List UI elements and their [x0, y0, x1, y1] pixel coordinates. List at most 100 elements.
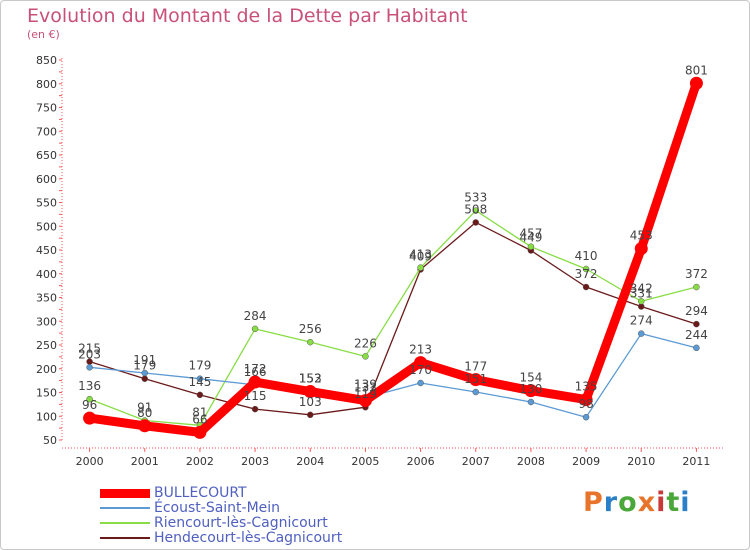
data-label: 151 — [464, 372, 487, 386]
series-line — [85, 78, 701, 437]
y-tick-label: 400 — [36, 268, 57, 281]
data-point — [582, 413, 590, 421]
data-point — [582, 283, 590, 291]
data-point — [638, 330, 645, 337]
x-tick-label: 2001 — [131, 455, 159, 468]
y-tick-label: 600 — [36, 173, 57, 186]
data-point — [141, 369, 148, 377]
logo-letter: i — [680, 487, 691, 518]
data-label: 133 — [354, 381, 377, 395]
data-label: 244 — [685, 328, 708, 342]
data-label: 457 — [519, 227, 542, 241]
data-label: 145 — [188, 375, 211, 389]
x-tick-label: 2005 — [351, 455, 379, 468]
data-point — [693, 344, 700, 352]
y-tick-label: 550 — [36, 197, 57, 210]
data-point — [251, 325, 259, 333]
y-tick-label: 300 — [36, 315, 57, 328]
y-tick-label: 850 — [36, 54, 57, 67]
data-label: 130 — [519, 382, 542, 396]
data-label: 191 — [133, 353, 156, 367]
data-point — [417, 379, 424, 387]
data-point — [251, 405, 259, 413]
data-label: 179 — [133, 359, 156, 373]
series-line — [88, 209, 698, 426]
data-label: 136 — [78, 379, 101, 393]
y-tick-label: 150 — [36, 387, 57, 400]
data-point — [472, 219, 479, 226]
y-tick-label: 100 — [36, 410, 57, 423]
logo-letter: o — [618, 487, 638, 518]
y-tick-label: 700 — [36, 125, 57, 138]
data-label: 342 — [630, 281, 653, 295]
legend-swatch — [100, 507, 150, 509]
logo-letter: r — [603, 487, 619, 518]
data-point — [579, 393, 593, 407]
data-point — [634, 242, 648, 256]
y-tick-label: 750 — [36, 102, 57, 115]
y-tick-label: 350 — [36, 292, 57, 305]
data-point — [86, 395, 93, 403]
data-point — [307, 338, 314, 346]
data-label: 413 — [409, 248, 432, 262]
data-label: 66 — [192, 412, 207, 426]
x-tick-label: 2003 — [241, 455, 269, 468]
data-point — [303, 385, 317, 399]
y-tick-label: 500 — [36, 220, 57, 233]
x-tick-label: 2008 — [517, 455, 545, 468]
data-label: 372 — [685, 267, 708, 281]
data-label: 226 — [354, 336, 377, 350]
data-point — [524, 384, 538, 398]
data-point — [414, 356, 428, 370]
legend-label: Hendecourt-lès-Cagnicourt — [154, 530, 343, 546]
data-label: 135 — [575, 380, 598, 394]
data-point — [527, 243, 535, 250]
data-label: 284 — [244, 309, 267, 323]
data-point — [83, 411, 97, 425]
legend-swatch — [100, 537, 150, 539]
data-label: 119 — [354, 387, 377, 401]
data-label: 154 — [519, 371, 542, 385]
x-tick-label: 2009 — [572, 455, 600, 468]
y-tick-label: 800 — [36, 78, 57, 91]
data-point — [527, 398, 535, 406]
data-point — [638, 298, 645, 305]
data-label: 274 — [630, 314, 653, 328]
data-label: 152 — [299, 372, 322, 386]
data-label: 98 — [578, 397, 593, 411]
data-point — [362, 353, 369, 360]
x-tick-label: 2006 — [407, 455, 435, 468]
data-label: 139 — [354, 378, 377, 392]
data-label: 91 — [137, 401, 152, 415]
data-point — [472, 388, 479, 396]
data-label: 177 — [464, 360, 487, 374]
data-label: 172 — [244, 362, 267, 376]
legend-label: Riencourt-lès-Cagnicourt — [154, 515, 328, 531]
y-tick-label: 200 — [36, 363, 57, 376]
data-point — [138, 419, 152, 433]
data-label: 203 — [78, 347, 101, 361]
y-tick-label: 450 — [36, 244, 57, 257]
data-point — [193, 425, 207, 439]
data-label: 215 — [78, 342, 101, 356]
data-label: 96 — [82, 398, 97, 412]
y-tick-label: 50 — [43, 434, 57, 447]
data-label: 170 — [409, 363, 432, 377]
data-point — [417, 264, 424, 271]
logo-letter: x — [637, 487, 657, 518]
y-tick-label: 650 — [36, 149, 57, 162]
data-point — [469, 373, 483, 387]
data-point — [196, 391, 204, 399]
logo-letter: t — [666, 487, 681, 518]
data-point — [307, 411, 314, 419]
x-tick-label: 2007 — [462, 455, 490, 468]
logo-letter: P — [583, 487, 604, 518]
data-point — [693, 320, 700, 328]
data-label: 409 — [409, 249, 432, 263]
series-line — [88, 221, 698, 416]
data-label: 81 — [192, 405, 207, 419]
data-label: 213 — [409, 343, 432, 357]
data-point — [472, 207, 479, 214]
